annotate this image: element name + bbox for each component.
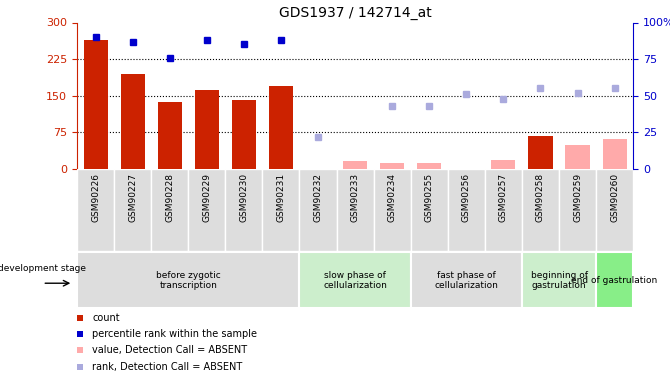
Bar (602, 138, 626, 169)
Text: beginning of
gastrulation: beginning of gastrulation (531, 271, 588, 290)
Bar (380, 163, 404, 169)
Bar (529, 136, 553, 169)
Text: GSM90231: GSM90231 (277, 173, 285, 222)
Text: percentile rank within the sample: percentile rank within the sample (92, 329, 257, 339)
Bar (417, 163, 442, 169)
Bar (596, 252, 633, 308)
Bar (522, 252, 596, 308)
Bar (232, 100, 256, 169)
Bar (448, 169, 485, 251)
Text: GSM90227: GSM90227 (128, 173, 137, 222)
Bar (485, 169, 522, 251)
Bar (522, 169, 559, 251)
Bar (157, 102, 182, 169)
Text: rank, Detection Call = ABSENT: rank, Detection Call = ABSENT (92, 362, 243, 372)
Text: GSM90228: GSM90228 (165, 173, 174, 222)
Text: count: count (92, 313, 120, 322)
Bar (263, 169, 299, 251)
Title: GDS1937 / 142714_at: GDS1937 / 142714_at (279, 6, 431, 20)
Text: slow phase of
cellularization: slow phase of cellularization (323, 271, 387, 290)
Bar (151, 169, 188, 251)
Text: before zygotic
transcription: before zygotic transcription (156, 271, 220, 290)
Bar (411, 252, 522, 308)
Text: end of gastrulation: end of gastrulation (572, 276, 658, 285)
Text: GSM90230: GSM90230 (239, 173, 249, 222)
Bar (269, 86, 293, 169)
Bar (121, 74, 145, 169)
Text: value, Detection Call = ABSENT: value, Detection Call = ABSENT (92, 345, 247, 355)
Bar (596, 169, 633, 251)
Bar (188, 169, 225, 251)
Bar (84, 40, 108, 169)
Text: GSM90256: GSM90256 (462, 173, 471, 222)
Bar (114, 169, 151, 251)
Text: GSM90260: GSM90260 (610, 173, 619, 222)
Bar (299, 169, 336, 251)
Bar (336, 169, 374, 251)
Text: GSM90232: GSM90232 (314, 173, 322, 222)
Bar (411, 169, 448, 251)
Text: GSM90258: GSM90258 (536, 173, 545, 222)
Bar (77, 169, 114, 251)
Text: fast phase of
cellularization: fast phase of cellularization (434, 271, 498, 290)
Bar (77, 252, 299, 308)
Text: GSM90259: GSM90259 (573, 173, 582, 222)
Text: GSM90229: GSM90229 (202, 173, 211, 222)
Bar (195, 90, 219, 169)
Bar (491, 160, 515, 169)
Text: GSM90257: GSM90257 (499, 173, 508, 222)
Text: GSM90233: GSM90233 (350, 173, 360, 222)
Text: GSM90255: GSM90255 (425, 173, 433, 222)
Text: GSM90226: GSM90226 (91, 173, 100, 222)
Text: development stage: development stage (0, 264, 86, 273)
Text: GSM90234: GSM90234 (388, 173, 397, 222)
Bar (343, 161, 367, 169)
Bar (565, 146, 590, 169)
Bar (225, 169, 263, 251)
Bar (299, 252, 411, 308)
Bar (374, 169, 411, 251)
Bar (559, 169, 596, 251)
